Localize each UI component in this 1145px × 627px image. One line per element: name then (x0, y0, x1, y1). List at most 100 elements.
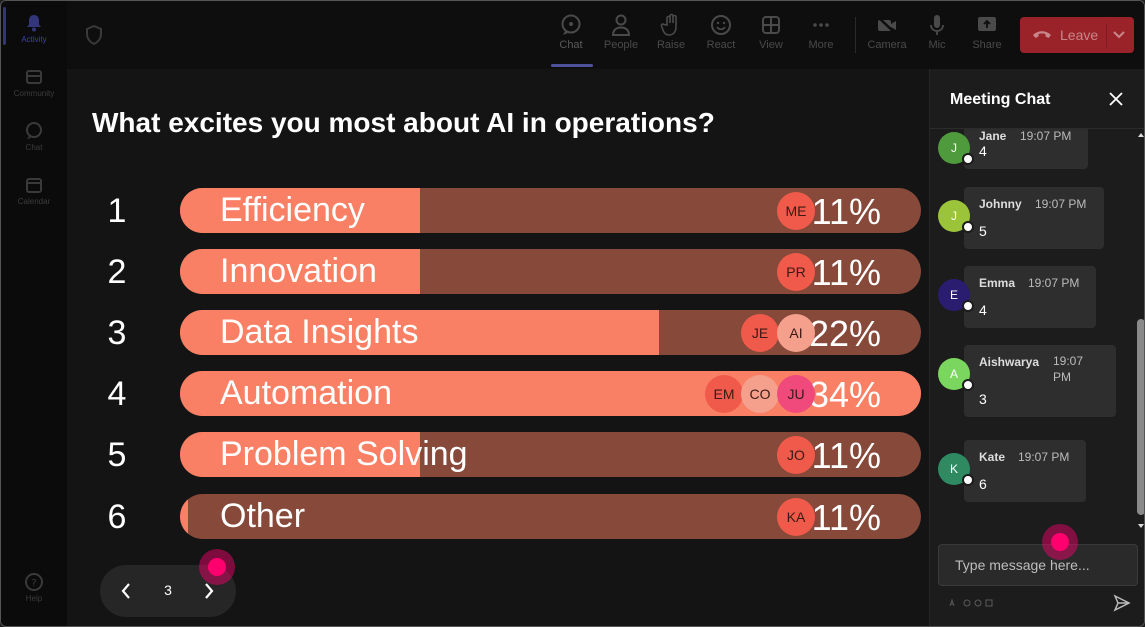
poll-option-percent: 11% (811, 497, 881, 538)
toolbar-chat-button[interactable]: Chat (546, 9, 596, 63)
toolbar-divider (855, 17, 856, 53)
chat-message-input[interactable] (938, 544, 1138, 586)
chat-message-time: 19:07 PM (1018, 450, 1070, 464)
poll-option-bar-fill (180, 249, 420, 294)
poll-option-number: 6 (107, 498, 127, 536)
poll-option-bar-fill (180, 188, 420, 233)
poll-option-number: 4 (107, 375, 127, 413)
phone-hangup-icon (1033, 31, 1051, 38)
toolbar-more-button[interactable]: More (796, 9, 846, 63)
presence-status-icon (962, 379, 974, 391)
chat-message: Aishwarya 19:07 PM 3 (964, 345, 1116, 417)
page-number: 3 (164, 582, 172, 598)
community-icon (26, 70, 42, 84)
rail-item-chat[interactable]: Chat (1, 115, 67, 165)
toolbar-camera-button[interactable]: Camera (862, 9, 912, 63)
scroll-down-icon[interactable] (1137, 522, 1145, 530)
poll-option-bar-fill (180, 310, 659, 355)
chat-message-time: 19:07 PM (1028, 276, 1080, 290)
poll-option-percent: 22% (808, 313, 881, 354)
presence-status-icon (962, 474, 974, 486)
voter-avatar: JO (777, 436, 815, 474)
poll-option-percent: 11% (811, 191, 881, 232)
svg-text:?: ? (31, 578, 36, 589)
poll-option-number: 2 (107, 253, 127, 291)
poll-option-percent: 34% (808, 374, 881, 415)
poll-option-percent: 11% (811, 435, 881, 476)
rail-item-label: Activity (21, 35, 47, 44)
mic-icon (930, 15, 944, 35)
chat-message-text: 4 (979, 143, 987, 159)
toolbar-button-label: More (808, 39, 834, 51)
chat-message-text: 5 (979, 223, 987, 239)
rail-item-activity[interactable]: Activity (1, 7, 67, 57)
avatar: K (938, 453, 970, 485)
chat-scrollbar[interactable] (1135, 129, 1145, 533)
leave-label: Leave (1060, 27, 1099, 43)
poll-option-row: 4 Automation EM CO JU 34% (67, 371, 929, 417)
meeting-toolbar: Chat People Raise React View More Camera (67, 1, 1144, 69)
chat-message-time: 19:07 PM (1020, 129, 1072, 143)
send-icon[interactable] (1113, 594, 1131, 612)
leave-button[interactable]: Leave (1020, 17, 1134, 53)
toolbar-react-button[interactable]: React (696, 9, 746, 63)
help-icon: ? (25, 573, 43, 591)
hand-icon (660, 13, 677, 36)
toolbar-raise-button[interactable]: Raise (646, 9, 696, 63)
rail-item-help[interactable]: ? Help (1, 566, 67, 616)
toolbar-button-label: Mic (928, 39, 946, 51)
chat-message-sender: Jane (979, 129, 1007, 143)
poll-option-row: 1 Efficiency ME 11% (67, 188, 929, 234)
rail-item-label: Community (13, 89, 55, 98)
format-tools-icon[interactable] (948, 598, 1008, 608)
chat-icon (26, 122, 42, 139)
chat-message-text: 4 (979, 302, 987, 318)
grid-icon (762, 16, 780, 34)
chevron-left-icon[interactable] (114, 578, 138, 604)
poll-option-bar-fill (180, 432, 420, 477)
meeting-chat-panel: Meeting Chat Jane 19:07 PM 4 J Johnny 19:07 P… (929, 69, 1145, 626)
chat-message-sender: Emma (979, 276, 1016, 290)
smiley-icon (711, 15, 731, 35)
poll-option-label: Problem Solving (220, 435, 468, 473)
chat-header: Meeting Chat (930, 69, 1144, 129)
active-tab-indicator (551, 64, 593, 67)
presence-status-icon (962, 221, 974, 233)
chevron-down-icon[interactable] (1112, 29, 1126, 41)
toolbar-share-button[interactable]: Share (962, 9, 1012, 63)
toolbar-button-label: Camera (867, 39, 907, 51)
chat-message-sender: Kate (979, 450, 1006, 464)
toolbar-button-label: View (759, 39, 783, 51)
poll-option-label: Efficiency (220, 191, 365, 229)
voter-avatar: AI (777, 314, 815, 352)
calendar-icon (26, 178, 42, 193)
toolbar-view-button[interactable]: View (746, 9, 796, 63)
camera-off-icon (877, 16, 897, 35)
poll-option-number: 1 (107, 192, 127, 230)
chat-icon (561, 14, 581, 35)
chat-message: Johnny 19:07 PM 5 (964, 187, 1104, 249)
poll-option-percent: 11% (811, 252, 881, 293)
rail-item-label: Chat (25, 143, 43, 152)
voter-avatar: JU (777, 375, 815, 413)
voter-avatar: EM (705, 375, 743, 413)
rail-item-community[interactable]: Community (1, 61, 67, 111)
toolbar-button-label: People (603, 39, 639, 51)
rail-item-calendar[interactable]: Calendar (1, 169, 67, 219)
cursor-indicator (199, 549, 235, 585)
voter-avatar: KA (777, 498, 815, 536)
scroll-up-icon[interactable] (1137, 131, 1145, 139)
voter-avatar: JE (741, 314, 779, 352)
poll-option-row: 3 Data Insights JE AI 22% (67, 310, 929, 356)
chat-message-sender: Johnny (979, 197, 1022, 211)
toolbar-button-label: Share (972, 39, 1002, 51)
rail-item-label: Calendar (17, 197, 51, 206)
chat-title: Meeting Chat (950, 91, 1051, 108)
presence-status-icon (962, 153, 974, 165)
toolbar-mic-button[interactable]: Mic (912, 9, 962, 63)
chevron-right-icon[interactable] (197, 578, 221, 604)
scroll-thumb[interactable] (1137, 319, 1144, 515)
toolbar-people-button[interactable]: People (596, 9, 646, 63)
close-icon[interactable] (1106, 89, 1126, 109)
